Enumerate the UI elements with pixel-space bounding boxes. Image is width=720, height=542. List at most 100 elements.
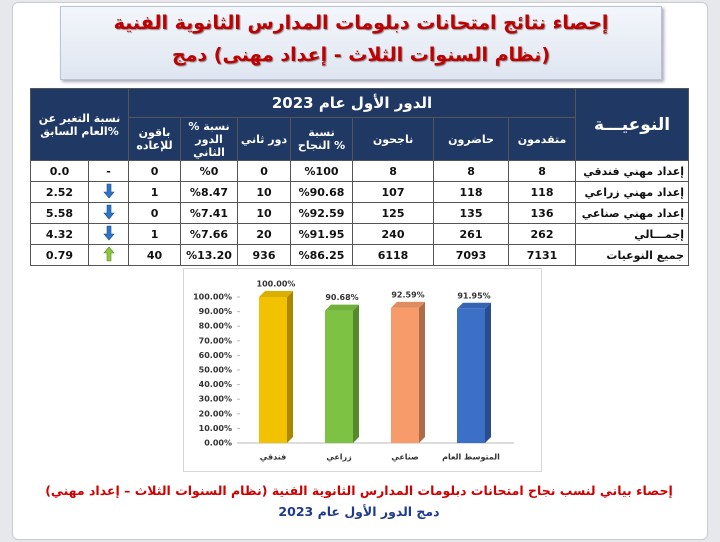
column-header: ناجحون: [352, 117, 435, 161]
x-tick-label: صناعي: [391, 453, 419, 462]
change-cell: 0.79: [30, 244, 89, 266]
column-header: دور ثاني: [237, 117, 292, 161]
type-cell: إجمـــالي: [575, 223, 690, 245]
y-tick-label: 30.00%: [199, 395, 232, 404]
x-tick-label: فندقي: [260, 453, 286, 462]
trend-cell: -: [87, 160, 130, 182]
value-cell: 8: [352, 160, 435, 182]
column-header: نسبة النجاح %: [290, 117, 354, 161]
value-cell: 20: [237, 223, 292, 245]
y-tick-label: 20.00%: [199, 409, 232, 418]
trend-arrow: [102, 183, 115, 198]
trend-cell: [87, 202, 130, 224]
type-header: النوعيـــة: [575, 88, 690, 161]
value-cell: 8: [433, 160, 510, 182]
bar-side: [353, 304, 359, 443]
change-cell: 2.52: [30, 181, 89, 203]
trend-arrow: [102, 225, 115, 240]
value-label: 91.95%: [457, 291, 490, 300]
value-label: 92.59%: [391, 290, 424, 299]
bar-side: [485, 302, 491, 443]
value-cell: 136: [508, 202, 577, 224]
type-cell: إعداد مهني فندقي: [575, 160, 690, 182]
value-cell: 125: [352, 202, 435, 224]
type-cell: إعداد مهني صناعي: [575, 202, 690, 224]
column-header: متقدمون: [508, 117, 577, 161]
caption-line: إحصاء بياني لنسب نجاح امتحانات دبلومات ا…: [45, 483, 673, 498]
column-header: باقون للإعاده: [128, 117, 182, 161]
bar-top: [457, 302, 491, 309]
change-cell: 5.58: [30, 202, 89, 224]
caption: إحصاء بياني لنسب نجاح امتحانات دبلومات ا…: [30, 480, 688, 522]
value-cell: %86.25: [290, 244, 354, 266]
value-cell: 118: [433, 181, 510, 203]
table-row: 2.52 1 %8.47 10 %90.68 107 118 118 إعداد مهني زر…: [30, 181, 690, 203]
value-cell: %7.41: [180, 202, 239, 224]
bar-top: [325, 304, 359, 311]
value-cell: %92.59: [290, 202, 354, 224]
value-cell: 118: [508, 181, 577, 203]
bar-top: [259, 291, 293, 297]
y-tick-label: 70.00%: [199, 336, 232, 345]
header-row: باقون للإعاده نسبة % الدور الثاني دور ثاني…: [31, 117, 689, 161]
table-row: 5.58 0 %7.41 10 %92.59 125 135 136 إعداد مهني صن…: [30, 202, 690, 224]
value-cell: 107: [352, 181, 435, 203]
value-cell: %100: [290, 160, 354, 182]
bar-top: [391, 301, 425, 308]
value-cell: 10: [237, 181, 292, 203]
value-cell: %8.47: [180, 181, 239, 203]
table-row: 4.32 1 %7.66 20 %91.95 240 261 262 إجمـــالي: [30, 223, 690, 245]
value-cell: 0: [128, 160, 182, 182]
bar: [391, 307, 419, 443]
trend-cell: [87, 223, 130, 245]
value-cell: 261: [433, 223, 510, 245]
value-cell: 40: [128, 244, 182, 266]
y-tick-label: 40.00%: [199, 380, 232, 389]
value-label: 90.68%: [325, 293, 358, 302]
change-cell: 0.0: [30, 160, 89, 182]
value-cell: %90.68: [290, 181, 354, 203]
value-cell: %0: [180, 160, 239, 182]
change-cell: 4.32: [30, 223, 89, 245]
title: (نظام السنوات الثلاث - إعداد مهنى) دمج: [171, 44, 551, 66]
bar: [259, 297, 287, 443]
trend-cell: [87, 244, 130, 266]
title: إحصاء نتائج امتحانات دبلومات المدارس الث…: [113, 12, 609, 34]
header-row: نسبة التغير عن العام السابق% الدور الأول …: [29, 88, 690, 161]
column-header: نسبة % الدور الثاني: [180, 117, 239, 161]
group-header: الدور الأول عام 2023: [128, 88, 577, 118]
chart-box: 0.00% 10.00% 20.00% 30.00% 40.00% 50.00% 60.00…: [183, 268, 542, 472]
y-tick-label: 0.00%: [204, 439, 232, 448]
value-cell: 1: [128, 181, 182, 203]
value-cell: 7093: [433, 244, 510, 266]
type-cell: جميع النوعيات: [575, 244, 690, 266]
caption-line: دمج الدور الأول عام 2023: [278, 504, 440, 519]
trend-arrow: [102, 204, 115, 219]
y-tick-label: 60.00%: [199, 351, 232, 360]
value-cell: 7131: [508, 244, 577, 266]
bar: [325, 310, 353, 443]
x-tick-label: المتوسط العام: [442, 453, 500, 462]
results-table: نسبة التغير عن العام السابق% الدور الأول …: [29, 88, 690, 266]
arrow-shape: [102, 225, 115, 240]
arrow-shape: [102, 246, 115, 261]
value-cell: 6118: [352, 244, 435, 266]
arrow-shape: [102, 204, 115, 219]
trend-arrow: [102, 246, 115, 261]
column-header: حاضرون: [433, 117, 510, 161]
table-row: 0.79 40 %13.20 936 %86.25 6118 7093 7131 جميع ال…: [30, 244, 690, 266]
y-tick-label: 90.00%: [199, 307, 232, 316]
title-box: إحصاء نتائج امتحانات دبلومات المدارس الث…: [60, 6, 662, 80]
bar-side: [419, 301, 425, 443]
bar-side: [287, 291, 293, 443]
value-cell: 240: [352, 223, 435, 245]
value-cell: 262: [508, 223, 577, 245]
value-cell: 1: [128, 223, 182, 245]
value-cell: 10: [237, 202, 292, 224]
value-cell: %91.95: [290, 223, 354, 245]
value-cell: 0: [237, 160, 292, 182]
x-tick-label: زراعي: [326, 453, 352, 462]
change-header: نسبة التغير عن العام السابق%: [29, 88, 130, 161]
value-cell: 0: [128, 202, 182, 224]
